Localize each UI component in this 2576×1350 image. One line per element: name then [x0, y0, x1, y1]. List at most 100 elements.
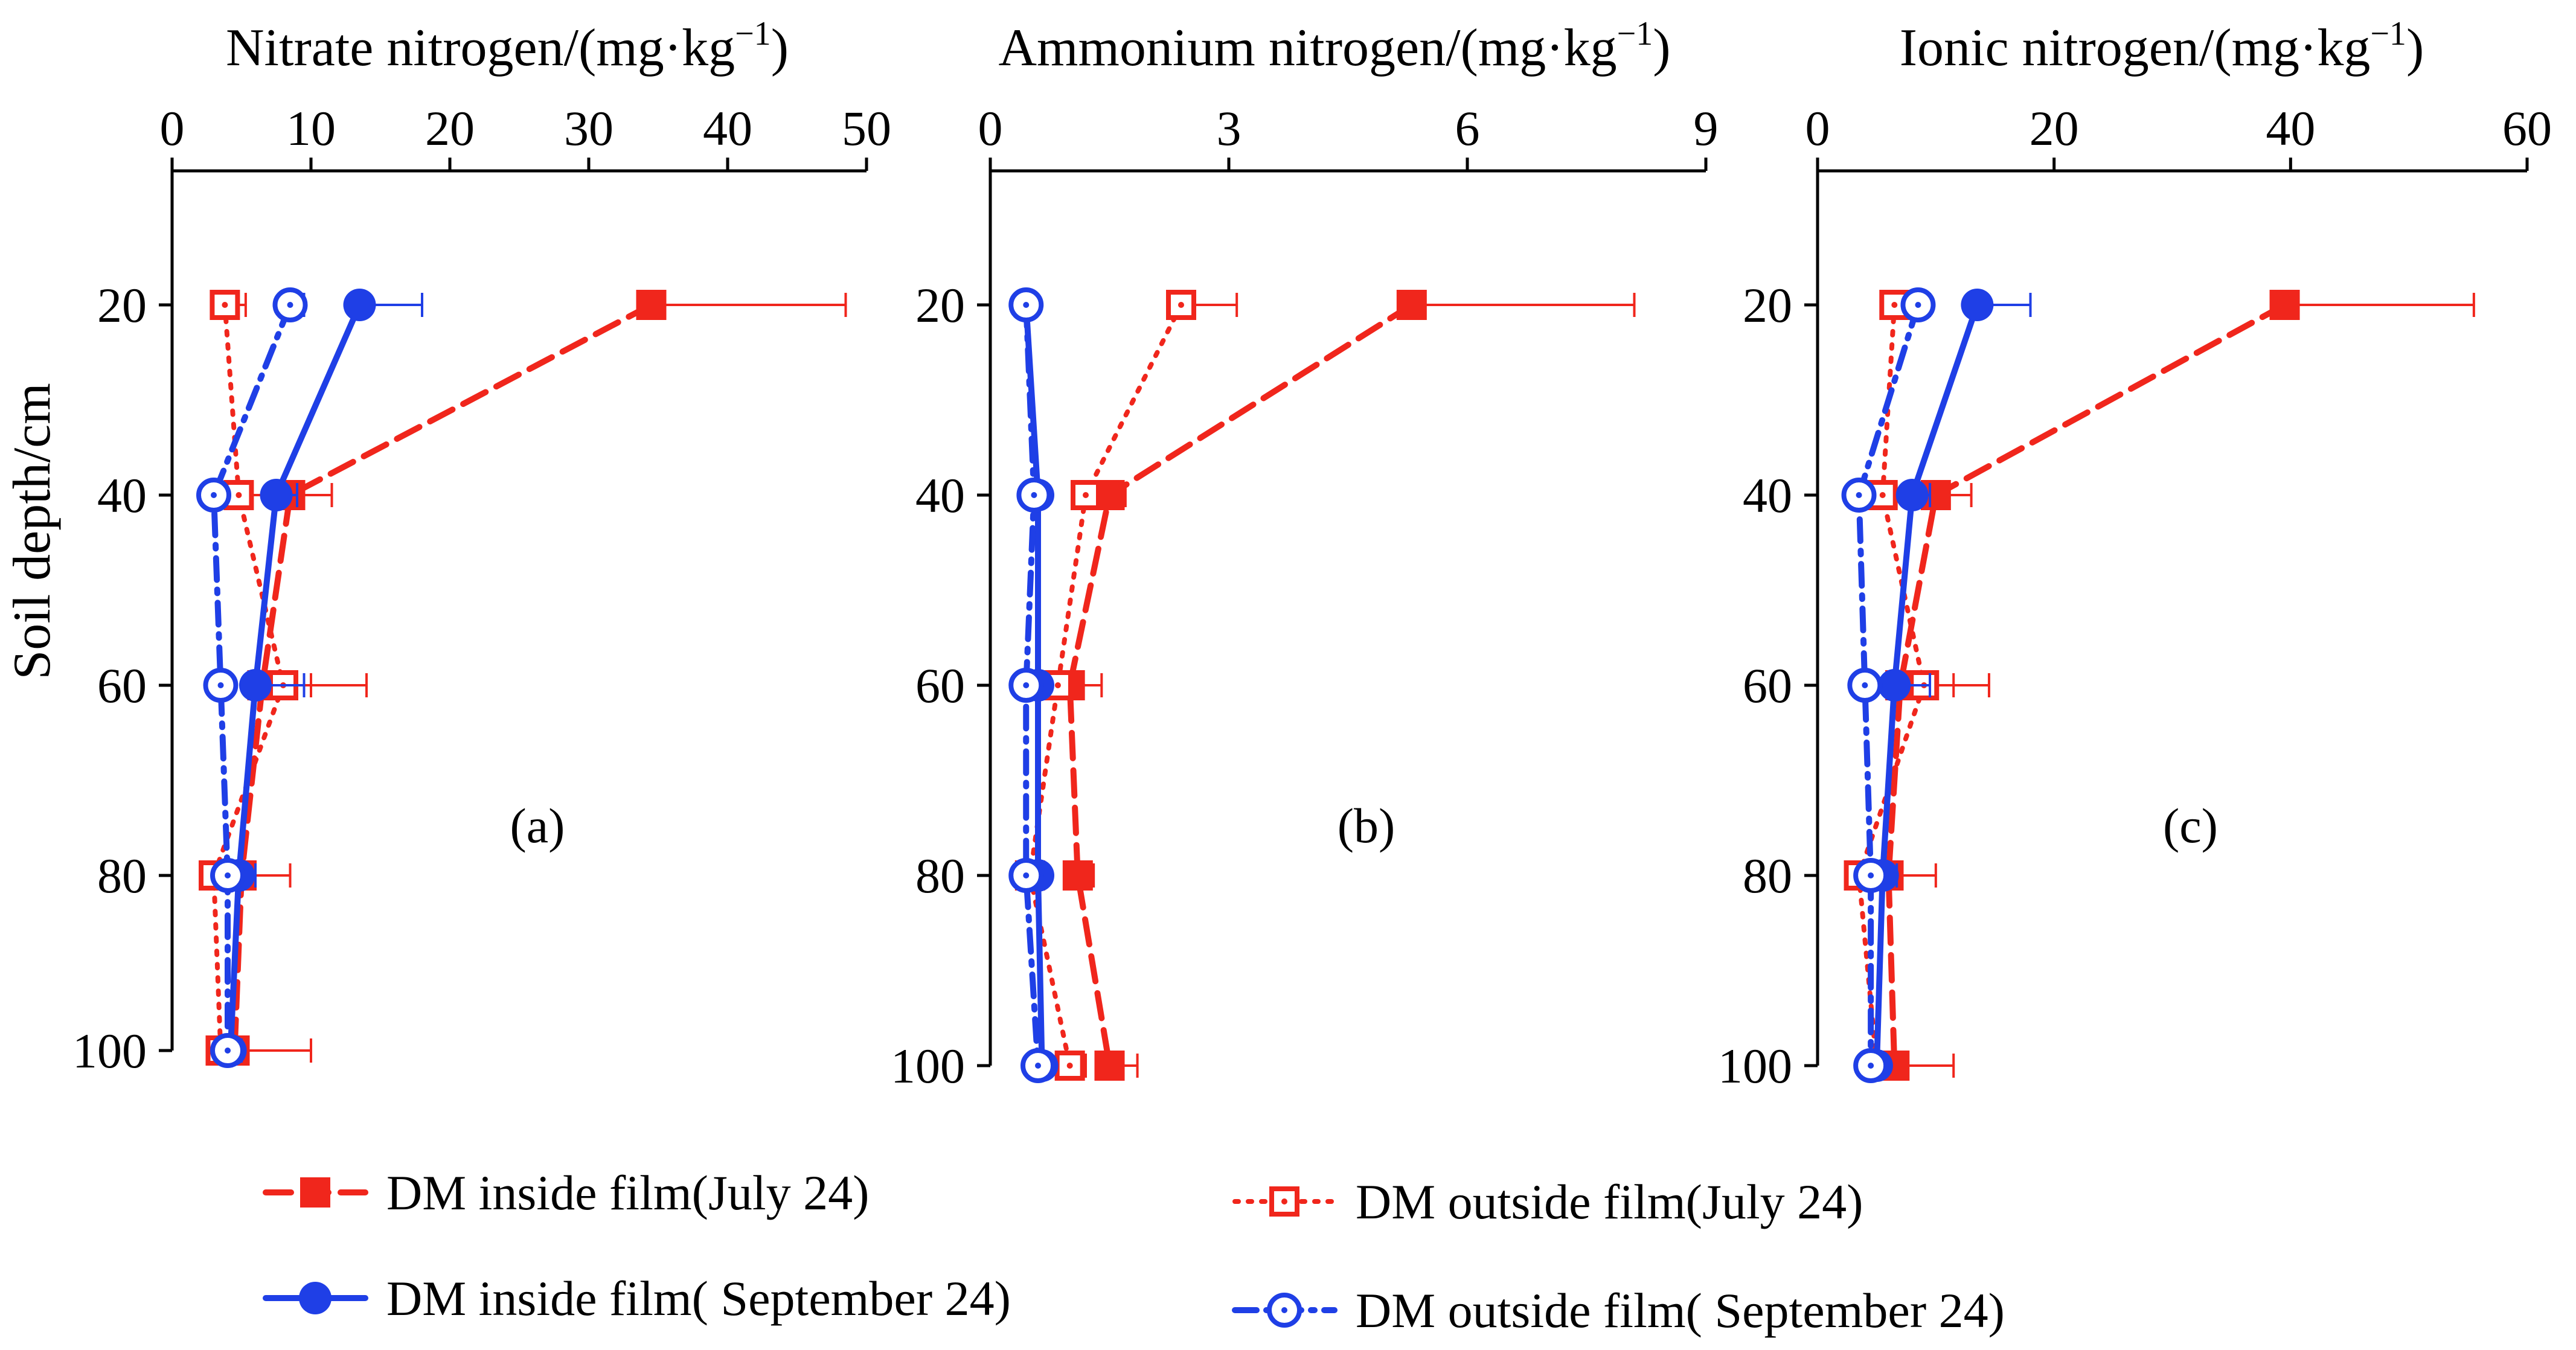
panel-title-end-b: )	[1653, 19, 1670, 77]
legend-label-3: DM inside film( September 24)	[386, 1271, 1011, 1326]
point-c-3-20	[1961, 289, 1994, 321]
point-a-3-60	[239, 669, 272, 702]
y-tick-label-c-40: 40	[1743, 468, 1792, 523]
panel-c: 0 20 40 60 20 40 60 80 100 Ionic nitrogen/(mg·kg−…	[1718, 15, 2552, 1093]
panel-title-c: Ionic nitrogen/(mg·kg−1)	[1900, 15, 2424, 77]
point-b-4-80-dot	[1023, 872, 1030, 878]
point-b-4-40-dot	[1031, 492, 1037, 498]
legend-item-4: DM outside film( September 24)	[1232, 1283, 2005, 1338]
panel-label-b: (b)	[1338, 798, 1395, 853]
point-c-3-40	[1895, 479, 1929, 511]
point-a-4-20-dot	[287, 302, 293, 308]
y-tick-label-c-60: 60	[1743, 658, 1792, 713]
panel-title-a: Nitrate nitrogen/(mg·kg−1)	[226, 15, 789, 77]
legend-item-1: DM inside film(July 24)	[263, 1165, 869, 1220]
point-b-2-40-dot	[1083, 492, 1089, 498]
panel-label-a: (a)	[510, 798, 565, 853]
point-a-4-40-dot	[211, 492, 217, 498]
panel-title-sup-c: −1	[2370, 15, 2406, 53]
point-b-2-100-dot	[1066, 1063, 1073, 1069]
x-tick-label-a-30: 30	[564, 101, 614, 156]
panel-title-main-c: Ionic nitrogen/(mg·kg	[1900, 19, 2371, 77]
panel-title-end-a: )	[771, 19, 789, 77]
series-line-b-1	[1066, 302, 1415, 1069]
legend-marker-4-dot	[1281, 1307, 1287, 1313]
y-axis-label: Soil depth/cm	[3, 383, 62, 679]
y-tick-label-b-80: 80	[915, 848, 965, 903]
point-b-1-80	[1062, 860, 1093, 891]
y-tick-label-c-80: 80	[1743, 848, 1792, 903]
point-b-2-20-dot	[1178, 302, 1184, 308]
y-tick-label-a-80: 80	[97, 848, 147, 903]
point-c-1-20	[2269, 290, 2300, 320]
x-tick-label-a-10: 10	[286, 101, 336, 156]
x-tick-label-c-20: 20	[2030, 101, 2079, 156]
series-line-c-1	[1885, 302, 2288, 1069]
point-b-1-100	[1094, 1051, 1125, 1081]
x-tick-label-b-9: 9	[1694, 101, 1719, 156]
panel-label-c: (c)	[2163, 798, 2218, 853]
point-c-4-40-dot	[1856, 492, 1862, 498]
legend-marker-2	[1269, 1186, 1299, 1217]
point-c-3-60	[1878, 669, 1911, 702]
legend-marker-2-dot	[1281, 1198, 1287, 1204]
point-c-2-40-dot	[1879, 492, 1886, 498]
series-c-4	[1841, 287, 1936, 1083]
y-tick-label-a-100: 100	[72, 1023, 147, 1078]
legend-item-3: DM inside film( September 24)	[263, 1271, 1011, 1326]
point-b-4-60-dot	[1023, 682, 1030, 688]
point-a-4-80-dot	[225, 872, 231, 878]
panel-title-sup-b: −1	[1617, 15, 1653, 53]
point-c-4-80-dot	[1868, 872, 1874, 878]
point-a-1-20	[636, 290, 667, 320]
panel-title-main-a: Nitrate nitrogen/(mg·kg	[226, 19, 735, 77]
legend-label-4: DM outside film( September 24)	[1356, 1283, 2005, 1338]
y-tick-label-b-100: 100	[891, 1038, 965, 1093]
y-tick-label-c-100: 100	[1718, 1038, 1792, 1093]
y-tick-label-a-60: 60	[97, 658, 147, 713]
x-tick-label-a-40: 40	[703, 101, 752, 156]
point-b-4-20-dot	[1023, 302, 1030, 308]
point-b-2-60-dot	[1054, 682, 1061, 688]
y-tick-label-c-20: 20	[1743, 278, 1792, 333]
panel-title-end-c: )	[2406, 19, 2424, 77]
legend: DM inside film(July 24) DM outside film(J…	[263, 1165, 2005, 1338]
y-tick-label-b-60: 60	[915, 658, 965, 713]
x-tick-label-b-3: 3	[1217, 101, 1242, 156]
y-tick-label-a-40: 40	[97, 468, 147, 523]
x-tick-label-b-0: 0	[978, 101, 1003, 156]
x-tick-label-c-60: 60	[2502, 101, 2552, 156]
panel-a: 0 10 20 30 40 50 20 40 60 80 100 Nitrate nitrogen/(…	[72, 15, 891, 1078]
legend-marker-3	[299, 1282, 332, 1314]
x-tick-label-a-20: 20	[425, 101, 475, 156]
point-b-1-20	[1396, 290, 1427, 320]
panel-title-sup-a: −1	[735, 15, 771, 53]
legend-marker-1	[300, 1177, 330, 1208]
legend-label-2: DM outside film(July 24)	[1356, 1174, 1863, 1229]
point-b-4-100-dot	[1035, 1063, 1041, 1069]
legend-item-2: DM outside film(July 24)	[1232, 1174, 1863, 1229]
series-b-4	[1008, 287, 1056, 1083]
series-b-1	[1054, 290, 1636, 1081]
point-a-2-20	[210, 290, 240, 320]
point-c-2-20-dot	[1891, 302, 1898, 308]
point-a-4-100-dot	[225, 1048, 231, 1054]
legend-label-1: DM inside film(July 24)	[386, 1165, 869, 1220]
panel-title-b: Ammonium nitrogen/(mg·kg−1)	[998, 15, 1670, 77]
point-a-3-20	[343, 289, 376, 321]
point-a-3-40	[260, 479, 293, 511]
y-tick-label-a-20: 20	[97, 278, 147, 333]
point-c-4-60-dot	[1862, 682, 1868, 688]
y-tick-label-b-20: 20	[915, 278, 965, 333]
point-a-2-20-dot	[222, 302, 228, 308]
panel-title-main-b: Ammonium nitrogen/(mg·kg	[998, 19, 1616, 77]
x-tick-label-c-40: 40	[2266, 101, 2315, 156]
point-c-4-20-dot	[1915, 302, 1921, 308]
x-tick-label-a-0: 0	[160, 101, 185, 156]
x-tick-label-c-0: 0	[1805, 101, 1830, 156]
x-tick-label-a-50: 50	[842, 101, 891, 156]
series-line-b-2	[1027, 302, 1184, 1068]
panel-b: 0 3 6 9 20 40 60 80 100 Ammonium nitrogen/(mg·kg−…	[891, 15, 1719, 1093]
